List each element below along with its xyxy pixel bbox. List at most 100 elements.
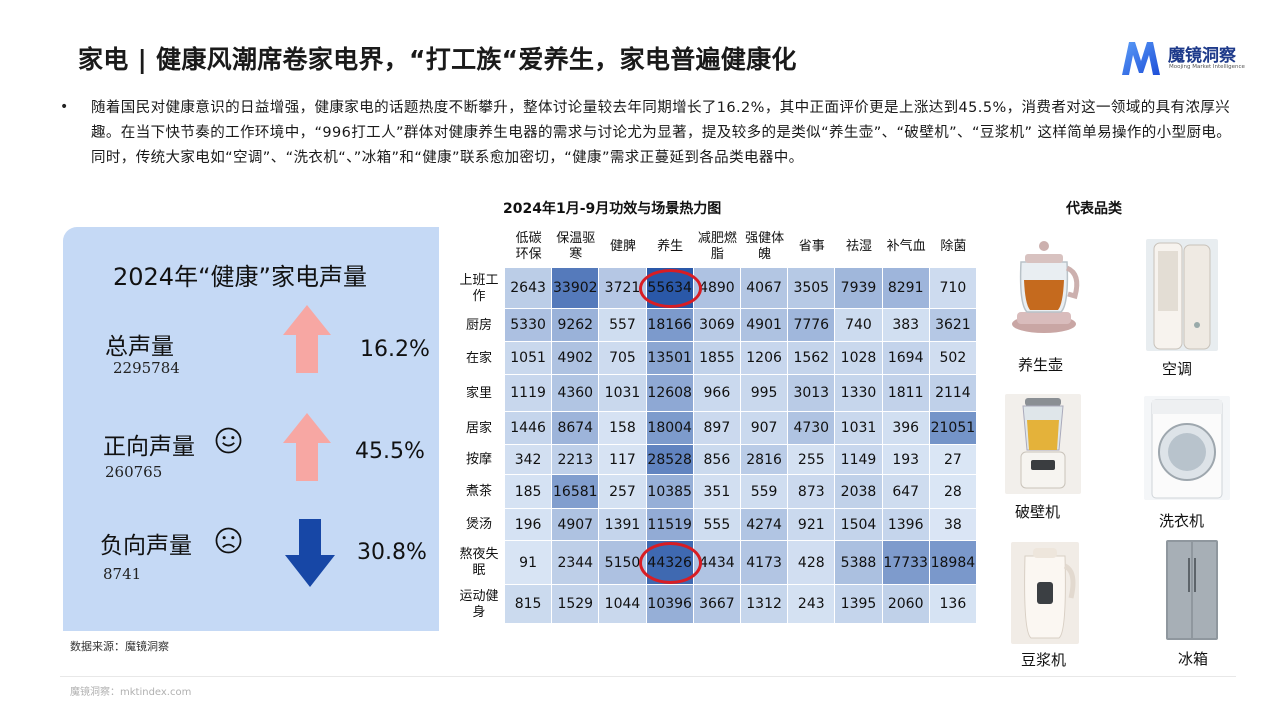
data-source: 数据来源：魔镜洞察 xyxy=(70,640,169,653)
highlight-circle xyxy=(638,542,702,584)
moojing-logo-icon xyxy=(1122,42,1160,75)
heatmap-cell: 10396 xyxy=(646,585,694,624)
heatmap-cell: 921 xyxy=(788,509,836,541)
brand-subtitle: Moojing Market Intelligence xyxy=(1169,64,1245,70)
frown-face-icon xyxy=(215,527,242,554)
down-arrow-icon xyxy=(285,519,335,587)
heatmap-cell: 740 xyxy=(835,309,883,342)
heatmap-cell: 255 xyxy=(788,445,836,475)
products-title: 代表品类 xyxy=(1066,201,1122,217)
heatmap-cell: 7939 xyxy=(835,268,883,309)
heatmap-row-header: 厨房 xyxy=(465,317,492,333)
heatmap-cell: 28 xyxy=(929,475,977,509)
brand-logo: 魔镜洞察 Moojing Market Intelligence xyxy=(1120,39,1250,79)
product-label: 冰箱 xyxy=(1178,650,1209,668)
heatmap-cell: 1694 xyxy=(882,342,930,375)
heatmap-cell: 815 xyxy=(505,585,553,624)
washing-machine-icon xyxy=(1144,396,1230,500)
heatmap-cell: 3069 xyxy=(693,309,741,342)
positive-voice-label: 正向声量 xyxy=(103,434,195,460)
heatmap-cell: 2114 xyxy=(929,375,977,412)
air-conditioner-icon xyxy=(1146,239,1218,351)
heatmap-column-header: 低碳 环保 xyxy=(515,231,542,262)
heatmap-column-header: 强健体魄 xyxy=(745,231,785,262)
heatmap-cell: 11519 xyxy=(646,509,694,541)
heatmap-row-header: 家里 xyxy=(465,385,492,401)
heatmap-cell: 1149 xyxy=(835,445,883,475)
heatmap-cell: 17733 xyxy=(882,541,930,585)
heatmap-cell: 3013 xyxy=(788,375,836,412)
heatmap-cell: 2213 xyxy=(552,445,600,475)
heatmap-cell: 18004 xyxy=(646,412,694,445)
heatmap-cell: 8674 xyxy=(552,412,600,445)
positive-voice-value: 260765 xyxy=(105,463,163,481)
heatmap-cell: 995 xyxy=(741,375,789,412)
heatmap-cell: 257 xyxy=(599,475,647,509)
product-label: 破壁机 xyxy=(1015,503,1061,521)
heatmap-cell: 873 xyxy=(788,475,836,509)
heatmap-cell: 1031 xyxy=(835,412,883,445)
heatmap-cell: 1504 xyxy=(835,509,883,541)
heatmap-cell: 18984 xyxy=(929,541,977,585)
heatmap-column-header: 补气血 xyxy=(886,239,926,254)
heatmap-cell: 4730 xyxy=(788,412,836,445)
health-kettle-icon xyxy=(1003,234,1085,338)
page-title: 家电 | 健康风潮席卷家电界，“打工族“爱养生，家电普遍健康化 xyxy=(78,45,797,74)
heatmap-column-header: 养生 xyxy=(657,239,684,254)
heatmap-cell: 2344 xyxy=(552,541,600,585)
heatmap-cell: 12608 xyxy=(646,375,694,412)
footer-text: 魔镜洞察：mktindex.com xyxy=(70,687,192,698)
panel-title: 2024年“健康”家电声量 xyxy=(113,263,367,291)
heatmap-cell: 158 xyxy=(599,412,647,445)
heatmap-cell: 1562 xyxy=(788,342,836,375)
heatmap-cell: 428 xyxy=(788,541,836,585)
heatmap-cell: 13501 xyxy=(646,342,694,375)
heatmap-cell: 856 xyxy=(693,445,741,475)
heatmap-cell: 383 xyxy=(882,309,930,342)
voice-summary-panel: 2024年“健康”家电声量 总声量 2295784 16.2% 正向声量 260… xyxy=(63,227,439,631)
product-label: 豆浆机 xyxy=(1021,651,1067,669)
footer-divider xyxy=(60,676,1236,677)
heatmap-column-header: 健脾 xyxy=(609,239,636,254)
refrigerator-icon xyxy=(1164,538,1220,642)
heatmap-cell: 1051 xyxy=(505,342,553,375)
negative-voice-value: 8741 xyxy=(103,565,142,583)
heatmap-cell: 38 xyxy=(929,509,977,541)
heatmap-cell: 136 xyxy=(929,585,977,624)
heatmap-cell: 2060 xyxy=(882,585,930,624)
heatmap-cell: 557 xyxy=(599,309,647,342)
heatmap-cell: 28528 xyxy=(646,445,694,475)
heatmap-cell: 16581 xyxy=(552,475,600,509)
soymilk-maker-icon xyxy=(1011,542,1079,644)
heatmap-cell: 342 xyxy=(505,445,553,475)
up-arrow-icon xyxy=(283,305,331,373)
heatmap-cell: 1031 xyxy=(599,375,647,412)
heatmap-cell: 1028 xyxy=(835,342,883,375)
heatmap-cell: 91 xyxy=(505,541,553,585)
heatmap-cell: 3721 xyxy=(599,268,647,309)
heatmap-cell: 897 xyxy=(693,412,741,445)
heatmap-cell: 502 xyxy=(929,342,977,375)
brand-name: 魔镜洞察 xyxy=(1168,46,1236,66)
heatmap-cell: 2643 xyxy=(505,268,553,309)
heatmap-row-header: 按摩 xyxy=(465,452,492,467)
heatmap-cell: 4902 xyxy=(552,342,600,375)
blender-icon xyxy=(1005,394,1081,494)
heatmap-row-header: 居家 xyxy=(465,420,492,436)
heatmap-row-header: 熬夜失眠 xyxy=(459,547,499,578)
heatmap-cell: 1855 xyxy=(693,342,741,375)
heatmap-cell: 1529 xyxy=(552,585,600,624)
heatmap-row-header: 煮茶 xyxy=(465,484,492,499)
summary-paragraph: 随着国民对健康意识的日益增强，健康家电的话题热度不断攀升，整体讨论量较去年同期增… xyxy=(91,100,1232,166)
heatmap-cell: 1119 xyxy=(505,375,553,412)
heatmap-cell: 3667 xyxy=(693,585,741,624)
heatmap-cell: 196 xyxy=(505,509,553,541)
positive-voice-pct: 45.5% xyxy=(355,439,425,464)
heatmap-cell: 710 xyxy=(929,268,977,309)
heatmap-cell: 4360 xyxy=(552,375,600,412)
heatmap-cell: 1312 xyxy=(741,585,789,624)
bullet-marker: • xyxy=(60,99,69,115)
heatmap-row-header: 煲汤 xyxy=(465,517,492,532)
heatmap-cell: 185 xyxy=(505,475,553,509)
heatmap-cell: 907 xyxy=(741,412,789,445)
